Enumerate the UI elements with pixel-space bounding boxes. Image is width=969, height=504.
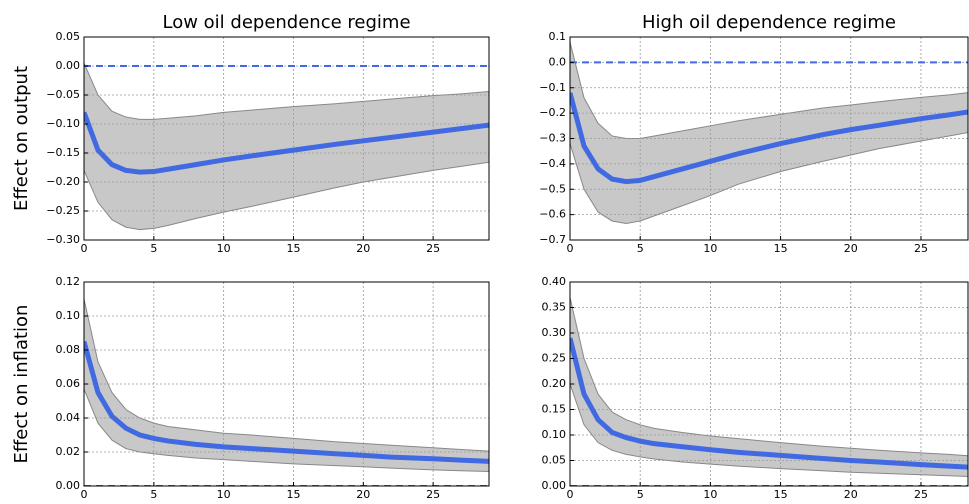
- x-tick-label: 5: [637, 242, 644, 255]
- x-tick-label: 5: [150, 242, 157, 255]
- y-tick-label: 0.05: [542, 454, 567, 467]
- median-line: [84, 111, 489, 175]
- median-line: [84, 340, 489, 464]
- y-tick-label: −0.20: [46, 175, 80, 188]
- y-tick-label: 0.00: [56, 59, 81, 72]
- subplot-title: Low oil dependence regime: [162, 12, 410, 33]
- x-tick-label: 25: [914, 242, 928, 255]
- median-line: [570, 337, 968, 470]
- x-tick-label: 10: [217, 488, 231, 501]
- y-tick-label: −0.6: [539, 208, 566, 221]
- y-tick-label: −0.25: [46, 204, 80, 217]
- y-tick-label: 0.00: [56, 479, 81, 492]
- y-tick-label: 0.12: [56, 275, 81, 288]
- y-tick-label: −0.1: [539, 81, 566, 94]
- x-tick-label: 10: [703, 242, 717, 255]
- x-tick-label: 10: [703, 488, 717, 501]
- confidence-band: [570, 41, 968, 225]
- y-axis-label: Effect on output: [11, 66, 32, 211]
- subplot-title: High oil dependence regime: [642, 12, 896, 33]
- x-tick-label: 10: [217, 242, 231, 255]
- x-tick-label: 0: [567, 242, 574, 255]
- confidence-band: [84, 298, 489, 473]
- confidence-band: [84, 62, 489, 231]
- plot-area: [84, 282, 489, 486]
- plot-area: [570, 282, 968, 486]
- y-tick-label: −0.5: [539, 182, 566, 195]
- panel: 0 5 10 15 20 25 0.00 0.02 0.04 0.06 0.08 0.10 0.12 Ef…: [11, 275, 490, 501]
- x-tick-label: 20: [844, 488, 858, 501]
- confidence-band: [570, 297, 968, 477]
- y-tick-label: 0.25: [542, 352, 567, 365]
- x-tick-label: 15: [774, 242, 788, 255]
- panel: 0 5 10 15 20 25 0.05 0.00 −0.05 −0.10 −0.15 −0.20 −0…: [11, 12, 490, 255]
- plot-area: [84, 37, 489, 240]
- y-tick-label: 0.20: [542, 377, 567, 390]
- y-tick-label: 0.08: [56, 343, 81, 356]
- panel: 0 5 10 15 20 25 0.1 0.0 −0.1 −0.2 −0.3 −0.4 −0.5 −0.6…: [539, 12, 969, 255]
- y-tick-label: 0.05: [56, 30, 81, 43]
- y-tick-label: 0.04: [56, 411, 81, 424]
- y-tick-label: 0.1: [549, 30, 567, 43]
- y-tick-label: −0.05: [46, 88, 80, 101]
- y-tick-label: −0.2: [539, 106, 566, 119]
- y-tick-label: 0.15: [542, 403, 567, 416]
- y-tick-label: −0.30: [46, 233, 80, 246]
- y-tick-label: 0.40: [542, 275, 567, 288]
- axes-frame: [83, 36, 490, 241]
- y-tick-label: −0.7: [539, 233, 566, 246]
- x-tick-label: 25: [426, 242, 440, 255]
- y-tick-label: 0.0: [549, 55, 567, 68]
- median-line: [570, 92, 968, 185]
- y-tick-label: 0.10: [56, 309, 81, 322]
- y-tick-label: −0.10: [46, 117, 80, 130]
- x-tick-label: 15: [286, 488, 300, 501]
- x-tick-label: 5: [637, 488, 644, 501]
- y-tick-label: 0.30: [542, 326, 567, 339]
- x-tick-label: 25: [426, 488, 440, 501]
- y-tick-label: −0.15: [46, 146, 80, 159]
- x-tick-label: 20: [356, 242, 370, 255]
- x-tick-label: 15: [286, 242, 300, 255]
- y-tick-label: 0.06: [56, 377, 81, 390]
- x-tick-label: 0: [81, 242, 88, 255]
- y-axis-label: Effect on inflation: [11, 305, 32, 464]
- x-tick-label: 20: [844, 242, 858, 255]
- x-tick-label: 20: [356, 488, 370, 501]
- x-tick-label: 0: [81, 488, 88, 501]
- y-tick-label: −0.3: [539, 132, 566, 145]
- y-tick-label: 0.10: [542, 428, 567, 441]
- x-tick-label: 15: [774, 488, 788, 501]
- x-tick-label: 5: [150, 488, 157, 501]
- x-tick-label: 25: [914, 488, 928, 501]
- plot-area: [570, 37, 968, 240]
- y-tick-label: 0.35: [542, 301, 567, 314]
- y-tick-label: 0.02: [56, 445, 81, 458]
- panel: 0 5 10 15 20 25 0.00 0.05 0.10 0.15 0.20 0.25 0.30 0.…: [542, 275, 969, 501]
- x-tick-label: 0: [567, 488, 574, 501]
- y-tick-label: 0.00: [542, 479, 567, 492]
- y-tick-label: −0.4: [539, 157, 566, 170]
